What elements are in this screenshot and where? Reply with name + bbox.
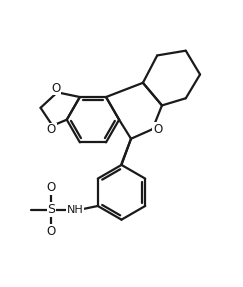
- Text: NH: NH: [67, 205, 84, 215]
- Text: O: O: [47, 181, 56, 194]
- Text: O: O: [47, 123, 56, 136]
- Text: O: O: [153, 123, 162, 136]
- Text: O: O: [47, 225, 56, 238]
- Text: S: S: [47, 203, 55, 216]
- Text: O: O: [52, 82, 61, 94]
